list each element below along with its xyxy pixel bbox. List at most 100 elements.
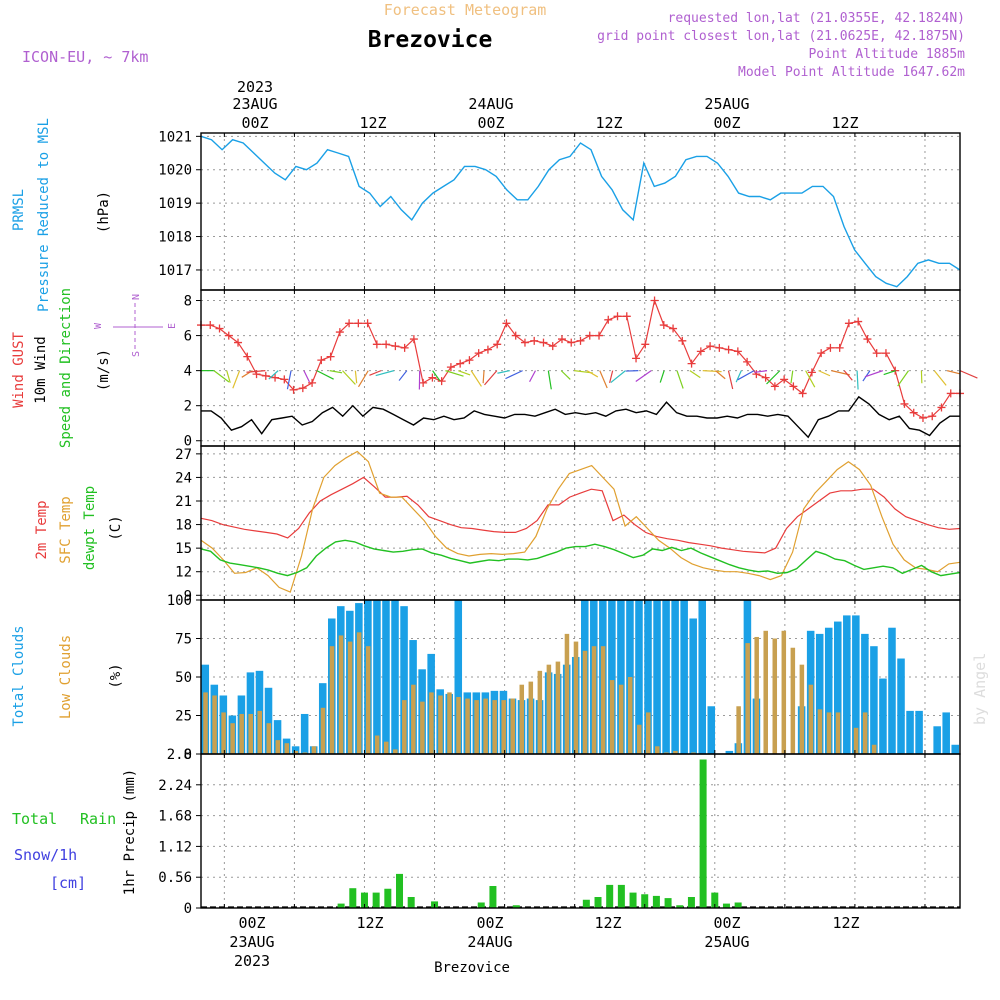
rain-bar bbox=[396, 873, 404, 908]
precip-label-rain: Rain bbox=[80, 810, 116, 828]
low-cloud-bar bbox=[239, 713, 244, 754]
gust-marker bbox=[289, 385, 298, 394]
wind-direction-arrow bbox=[805, 370, 816, 388]
requested-coords: requested lon,lat (21.0355E, 42.1824N) bbox=[668, 11, 965, 26]
rain-bar bbox=[734, 902, 742, 908]
total-cloud-bar bbox=[391, 600, 399, 754]
wind-direction-arrow bbox=[883, 370, 896, 376]
dewpoint-line bbox=[200, 539, 961, 577]
top-hour-1: 00Z bbox=[241, 114, 268, 132]
bottom-hour-4: 12Z bbox=[594, 914, 621, 932]
low-cloud-bar bbox=[636, 724, 642, 754]
wind-direction-arrow bbox=[843, 370, 853, 381]
gust-marker bbox=[465, 356, 474, 365]
y-tick-label: 50 bbox=[175, 670, 192, 686]
y-tick-label: 1.12 bbox=[158, 839, 192, 855]
gust-marker bbox=[770, 382, 779, 391]
rain-bar bbox=[337, 903, 345, 908]
total-cloud-bar bbox=[852, 615, 860, 754]
precip-labels: Total Rain Snow/1h [cm] 1hr Precip (mm) bbox=[12, 769, 138, 895]
total-cloud-bar bbox=[617, 600, 625, 754]
total-cloud-bar bbox=[608, 600, 616, 754]
precip-label-cm: [cm] bbox=[50, 874, 86, 892]
pressure-label-prmsl: PRMSL bbox=[11, 189, 27, 231]
wind-direction-arrow bbox=[226, 370, 231, 383]
t2m-line bbox=[200, 476, 961, 554]
wind-label-gust: Wind GUST bbox=[11, 332, 27, 408]
bottom-hour-6: 12Z bbox=[832, 914, 859, 932]
y-tick-label: 4 bbox=[184, 364, 192, 380]
gust-marker bbox=[372, 340, 381, 349]
total-cloud-bar bbox=[273, 720, 282, 754]
gust-marker bbox=[604, 315, 613, 324]
precip-label-total: Total bbox=[12, 810, 57, 828]
low-cloud-bar bbox=[871, 744, 877, 754]
gust-marker bbox=[733, 347, 742, 356]
gust-marker bbox=[724, 345, 733, 354]
clouds-labels: Total Clouds Low Clouds (%) bbox=[11, 625, 124, 726]
wind-direction-arrow bbox=[897, 370, 910, 387]
wind-labels: Wind GUST 10m Wind Speed and Direction (… bbox=[11, 288, 178, 448]
wind-direction-arrow bbox=[610, 370, 626, 383]
top-hour-6: 12Z bbox=[831, 114, 858, 132]
y-tick-label: 0.56 bbox=[158, 870, 192, 886]
gust-marker bbox=[798, 389, 807, 398]
compass-east: E bbox=[167, 323, 178, 329]
y-tick-label: 1017 bbox=[158, 263, 192, 279]
total-cloud-bar bbox=[454, 600, 463, 754]
gust-marker bbox=[243, 352, 252, 361]
low-cloud-bar bbox=[356, 632, 362, 754]
precip-unit: 1hr Precip (mm) bbox=[122, 769, 138, 895]
gust-marker bbox=[807, 368, 816, 377]
y-tick-label: 0 bbox=[184, 747, 192, 763]
rain-bar bbox=[512, 905, 520, 908]
low-cloud-bar bbox=[618, 684, 624, 754]
gust-marker bbox=[382, 340, 391, 349]
low-cloud-bar bbox=[772, 638, 778, 754]
gust-marker bbox=[743, 357, 752, 366]
low-cloud-bar bbox=[510, 698, 515, 754]
low-cloud-bar bbox=[275, 740, 281, 754]
y-tick-label: 18 bbox=[175, 518, 192, 534]
gust-marker bbox=[567, 338, 576, 347]
rain-bar bbox=[664, 898, 672, 908]
wind-direction-arrow bbox=[790, 370, 794, 384]
low-cloud-bar bbox=[374, 735, 380, 754]
gust-marker bbox=[520, 338, 529, 347]
low-cloud-bar bbox=[438, 695, 443, 754]
wind-direction-arrow bbox=[470, 370, 482, 387]
wind-direction-arrow bbox=[635, 370, 652, 382]
gust-marker bbox=[613, 312, 622, 321]
gust-line bbox=[201, 298, 960, 419]
low-cloud-bar bbox=[492, 700, 497, 754]
bottom-time-axis: 00Z 12Z 00Z 12Z 00Z 12Z 23AUG 24AUG 25AU… bbox=[229, 914, 859, 976]
low-cloud-bar bbox=[402, 700, 407, 754]
low-cloud-bar bbox=[591, 646, 597, 754]
gust-marker bbox=[909, 408, 918, 417]
top-date-2: 24AUG bbox=[468, 95, 513, 113]
total-cloud-bar bbox=[644, 600, 652, 754]
wind-direction-arrow bbox=[737, 370, 755, 381]
wind-direction-arrow bbox=[856, 370, 859, 390]
low-cloud-bar bbox=[736, 706, 741, 754]
wind-speed-line bbox=[201, 395, 960, 439]
total-cloud-bar bbox=[662, 600, 670, 754]
low-cloud-bar bbox=[320, 707, 326, 754]
wind-direction-arrow bbox=[375, 370, 395, 377]
wind-direction-arrow bbox=[560, 370, 571, 380]
wind-direction-arrow bbox=[213, 370, 230, 383]
low-cloud-bar bbox=[826, 712, 832, 754]
bottom-hour-2: 12Z bbox=[356, 914, 383, 932]
gust-marker bbox=[789, 382, 798, 391]
total-cloud-bar bbox=[264, 687, 273, 754]
low-cloud-bar bbox=[691, 752, 696, 754]
gust-marker bbox=[817, 349, 826, 358]
total-cloud-bar bbox=[698, 600, 706, 754]
low-cloud-bar bbox=[338, 635, 344, 754]
rain-bar bbox=[489, 886, 497, 908]
low-cloud-bar bbox=[483, 698, 488, 754]
rain-bar bbox=[349, 888, 357, 908]
total-cloud-bar bbox=[843, 615, 851, 754]
low-cloud-bar bbox=[600, 646, 606, 754]
top-date-3: 25AUG bbox=[704, 95, 749, 113]
